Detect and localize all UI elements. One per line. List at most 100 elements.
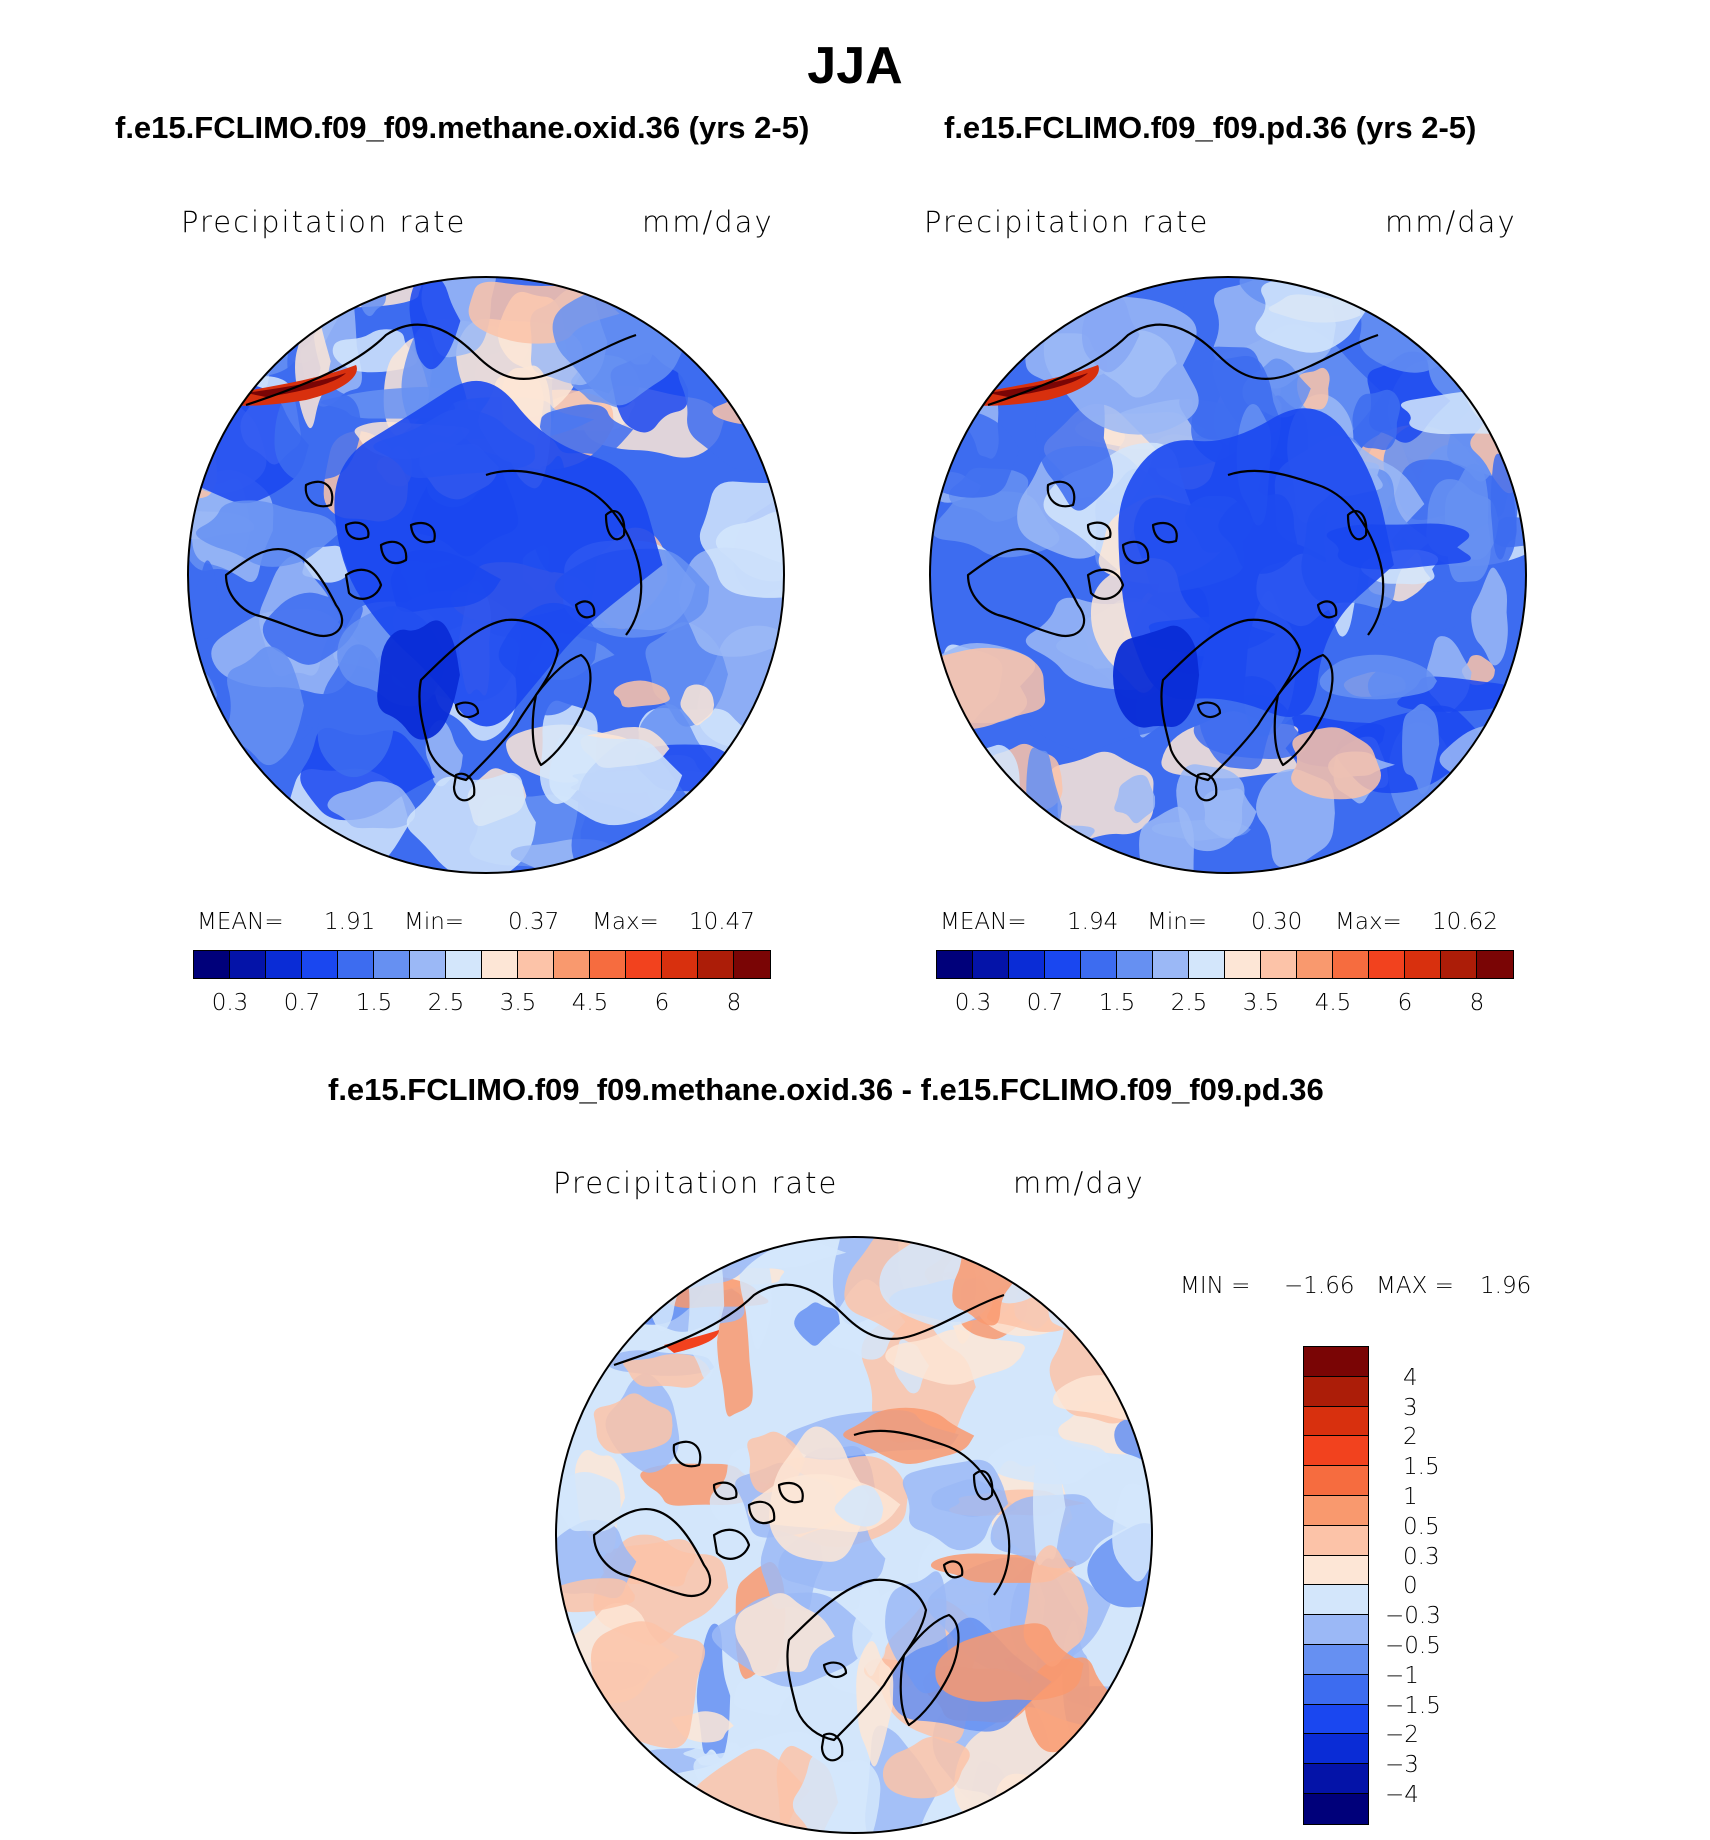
coastline	[344, 568, 383, 600]
colorbar-box	[1009, 951, 1045, 978]
coastline	[224, 547, 344, 638]
right-polar-map	[929, 276, 1527, 874]
colorbar-box	[266, 951, 302, 978]
colorbar-tick-label: 2.5	[1170, 990, 1208, 1016]
right-min-value: 0.30	[1251, 909, 1303, 935]
high-precip-core	[246, 373, 346, 397]
precip-patch	[1089, 1237, 1152, 1341]
precip-patch	[188, 298, 252, 356]
precip-patch	[556, 1472, 621, 1532]
right-stats: MEAN= 1.94 Min= 0.30 Max= 10.62	[940, 908, 1498, 936]
difference-polar-map	[555, 1236, 1153, 1834]
coastline	[592, 1507, 712, 1598]
colorbar-box	[734, 951, 770, 978]
precip-patch	[1485, 804, 1526, 873]
precip-patch	[699, 481, 784, 598]
map-border	[555, 1236, 1153, 1834]
coastline	[418, 618, 560, 782]
map-field	[188, 277, 784, 873]
colorbar-box	[1304, 1466, 1368, 1496]
coastline	[1316, 600, 1338, 619]
precip-patch	[931, 792, 1009, 873]
diff-colorbar-ticks: 4 3 2 1.5 1 0.5 0.3 0 −0.3 −0.5 −1 −1.5 −2 −3 −4	[1385, 1346, 1485, 1826]
left-mean-label: MEAN=	[197, 909, 284, 935]
coastline	[454, 701, 480, 719]
colorbar-box	[518, 951, 554, 978]
colorbar-tick-label: −4	[1385, 1782, 1419, 1808]
colorbar-box	[302, 951, 338, 978]
colorbar-box	[1304, 1347, 1368, 1377]
colorbar-box	[1225, 951, 1261, 978]
colorbar-box	[1304, 1704, 1368, 1735]
precip-patch	[274, 376, 362, 482]
colorbar-box	[662, 951, 698, 978]
colorbar-box	[410, 951, 446, 978]
colorbar-tick-label: 8	[726, 990, 742, 1016]
colorbar-box	[554, 951, 590, 978]
precip-patch	[567, 1808, 613, 1833]
colorbar-box	[1304, 1525, 1368, 1556]
right-variable-label: Precipitation rate	[924, 205, 1210, 239]
coastline	[1151, 521, 1178, 544]
colorbar-tick-label: −3	[1385, 1752, 1419, 1779]
precip-patch	[191, 766, 244, 860]
coastline	[1273, 653, 1334, 767]
precip-patch	[1139, 806, 1195, 873]
colorbar-box	[1117, 951, 1153, 978]
coastline	[409, 521, 436, 544]
coastline	[531, 653, 592, 767]
colorbar-box	[194, 951, 230, 978]
coastline	[777, 1481, 804, 1504]
colorbar-box	[590, 951, 626, 978]
colorbar-box	[230, 951, 266, 978]
colorbar-box	[1189, 951, 1225, 978]
coastline	[344, 521, 370, 541]
coastline	[987, 323, 1379, 407]
right-colorbar	[936, 950, 1514, 979]
precip-patch	[549, 733, 683, 826]
coastline	[942, 1560, 964, 1579]
precip-patch	[902, 1459, 1009, 1551]
left-min-label: Min=	[404, 909, 465, 935]
diff-stats: MIN = −1.66 MAX = 1.96	[1180, 1272, 1531, 1300]
precip-patch	[1054, 1798, 1116, 1833]
precip-patch	[327, 781, 416, 829]
colorbar-box	[1441, 951, 1477, 978]
precip-patch	[406, 772, 536, 873]
precip-patch	[227, 646, 304, 766]
precip-patch	[1112, 1483, 1152, 1582]
left-max-value: 10.47	[689, 909, 755, 935]
precip-patch	[981, 825, 1057, 873]
colorbar-tick-label: 1.5	[1098, 990, 1136, 1016]
map-border	[187, 276, 785, 874]
colorbar-tick-label: 0.7	[283, 990, 321, 1016]
colorbar-tick-label: −2	[1385, 1722, 1419, 1749]
precip-patch	[623, 1353, 711, 1388]
colorbar-box	[1304, 1764, 1368, 1794]
colorbar-tick-label: 4.5	[571, 990, 609, 1016]
colorbar-tick-label: −1.5	[1385, 1692, 1441, 1719]
precip-patch	[955, 744, 1021, 854]
precip-patch	[769, 1426, 870, 1562]
coastline	[1086, 568, 1125, 600]
precip-patch	[302, 545, 348, 583]
right-mean-value: 1.94	[1067, 909, 1119, 935]
coastline	[1227, 469, 1385, 636]
diff-variable-label: Precipitation rate	[553, 1166, 839, 1200]
coastline	[1346, 510, 1368, 541]
map-field	[556, 1237, 1152, 1833]
colorbar-box	[1081, 951, 1117, 978]
coastline	[822, 1661, 848, 1679]
coastline	[966, 547, 1086, 638]
precip-patch	[1471, 567, 1508, 666]
precip-patch	[700, 847, 784, 873]
colorbar-tick-label: 3	[1403, 1394, 1418, 1421]
left-colorbar-ticks: 0.3 0.7 1.5 2.5 3.5 4.5 6 8	[193, 990, 771, 1018]
colorbar-tick-label: 1	[1403, 1484, 1418, 1510]
precip-patch	[930, 277, 1064, 308]
coastline	[899, 1613, 960, 1727]
precip-patch	[1472, 741, 1526, 773]
precip-patch	[1114, 774, 1156, 824]
precip-patch	[935, 1623, 1084, 1702]
colorbar-box	[1304, 1793, 1368, 1824]
